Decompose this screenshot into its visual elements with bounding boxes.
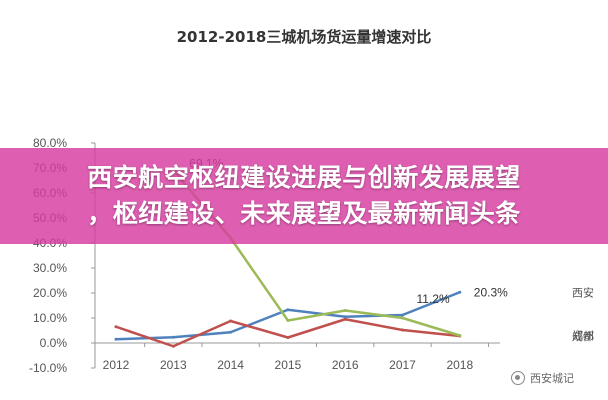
data-label: 11.2% — [417, 292, 450, 306]
x-tick-label: 2013 — [160, 358, 187, 372]
headline-line-1: 西安航空枢纽建设进展与创新发展展望 — [87, 163, 521, 192]
data-point — [401, 328, 404, 332]
data-point — [171, 344, 175, 348]
data-point — [401, 313, 404, 317]
data-point — [286, 336, 290, 339]
data-point — [343, 317, 347, 321]
y-tick-label: -10.0% — [29, 361, 67, 375]
legend-label: 成都 — [572, 330, 594, 343]
y-tick-label: 10.0% — [33, 311, 67, 325]
watermark-text: 西安城记 — [530, 372, 574, 385]
headline-banner: 西安航空枢纽建设进展与创新发展展望 ，枢纽建设、未来展望及最新新闻头条 — [0, 148, 608, 244]
data-point — [286, 308, 290, 312]
data-point — [286, 319, 290, 322]
x-tick-label: 2015 — [275, 358, 302, 372]
watermark: 西安城记 — [511, 370, 574, 386]
data-point — [229, 330, 233, 334]
data-point — [229, 319, 233, 323]
data-point — [401, 316, 404, 320]
legend-label: 郑州 — [572, 329, 594, 343]
wechat-logo-icon — [511, 371, 525, 385]
data-point — [343, 315, 347, 319]
series-line-成都 — [115, 318, 460, 348]
chart-title: 2012-2018三城机场货运量增速对比 — [177, 28, 432, 46]
data-label: 20.3% — [474, 285, 508, 299]
x-tick-label: 2014 — [217, 358, 244, 372]
data-point — [114, 337, 118, 341]
data-point — [171, 335, 175, 339]
y-tick-label: 0.0% — [40, 336, 68, 350]
data-point — [458, 290, 462, 294]
x-tick-label: 2016 — [332, 358, 359, 372]
x-tick-label: 2012 — [103, 358, 130, 372]
data-point — [458, 334, 462, 337]
y-tick-label: 30.0% — [33, 261, 67, 275]
y-tick-label: 20.0% — [33, 286, 67, 300]
x-tick-label: 2017 — [389, 358, 416, 372]
y-tick-label: 80.0% — [33, 136, 67, 150]
data-point — [343, 309, 347, 312]
headline-line-2: ，枢纽建设、未来展望及最新新闻头条 — [87, 199, 521, 228]
series-line-西安 — [115, 291, 461, 341]
legend-label: 西安 — [572, 285, 594, 299]
x-tick-label: 2018 — [446, 358, 473, 372]
data-point — [114, 325, 118, 329]
